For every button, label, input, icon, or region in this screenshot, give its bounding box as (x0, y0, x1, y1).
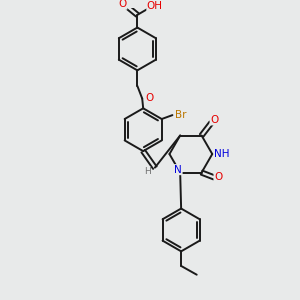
Text: O: O (210, 115, 218, 125)
Text: O: O (118, 0, 127, 9)
Text: H: H (144, 167, 151, 176)
Text: Br: Br (176, 110, 187, 120)
Text: N: N (174, 165, 182, 175)
Text: O: O (145, 93, 153, 103)
Text: O: O (214, 172, 222, 182)
Text: OH: OH (147, 1, 163, 11)
Text: NH: NH (214, 149, 230, 159)
